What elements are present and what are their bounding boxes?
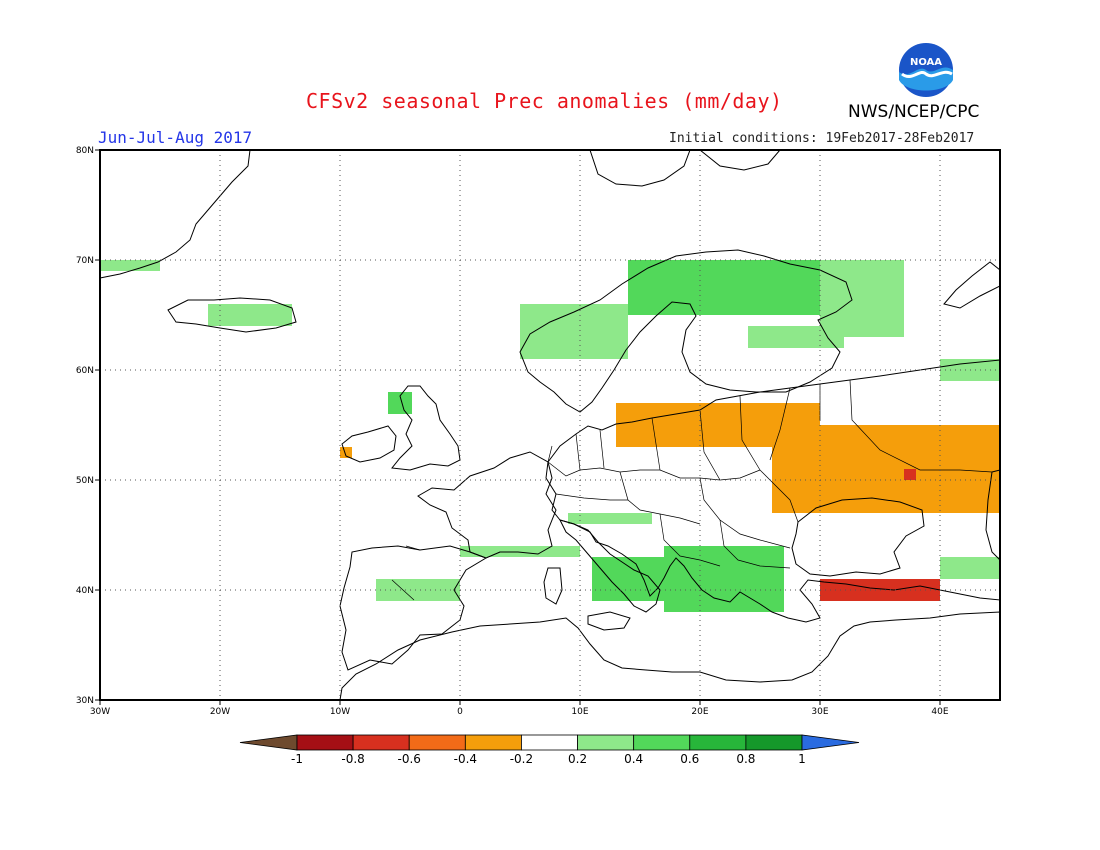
lon-label: 30E — [811, 707, 828, 717]
colorbar-label: -0.4 — [454, 752, 477, 766]
coast-iceland — [167, 297, 297, 333]
coast-svalbard — [589, 149, 691, 187]
anomaly-alps — [568, 513, 652, 524]
coast-france — [417, 451, 557, 559]
anomaly-caucasus — [940, 557, 1000, 579]
lat-label: 50N — [76, 476, 94, 486]
lat-label: 30N — [76, 696, 94, 706]
coast-sardinia — [543, 567, 563, 605]
colorbar-label: 1 — [798, 752, 806, 766]
anomaly-italy — [592, 557, 664, 601]
lon-label: 30W — [90, 707, 110, 717]
coast-black-sea — [791, 497, 925, 577]
anomaly-pyrenees-gulf-lion — [460, 546, 580, 557]
anomaly-north-svalbard-west — [100, 260, 160, 271]
lat-label: 80N — [76, 146, 94, 156]
chart-title: CFSv2 seasonal Prec anomalies (mm/day) — [306, 89, 783, 113]
anomaly-kola — [820, 260, 904, 337]
colorbar-segment — [521, 734, 578, 751]
colorbar: -1 -0.8 -0.6 -0.4 -0.2 0.2 0.4 0.6 0.8 1 — [239, 734, 860, 766]
colorbar-segment — [296, 734, 354, 751]
lat-label: 40N — [76, 586, 94, 596]
colorbar-high-arrow — [801, 734, 860, 751]
lon-label: 10E — [571, 707, 588, 717]
logo-text: NOAA — [910, 57, 942, 68]
anomaly-ukraine-russia — [772, 425, 1000, 513]
anomaly-balkans — [664, 546, 784, 612]
forecast-period: Jun-Jul-Aug 2017 — [98, 128, 253, 147]
longitude-labels: 30W 20W 10W 0 10E 20E 30E 40E — [90, 707, 949, 717]
coast-sicily — [587, 611, 631, 631]
anomaly-ukraine-hotspot — [904, 469, 916, 480]
anomaly-scotland — [388, 392, 412, 414]
coast-scandinavia — [519, 249, 853, 413]
colorbar-label: 0.6 — [680, 752, 699, 766]
latitude-labels: 30N 40N 50N 60N 70N 80N — [76, 146, 94, 706]
coast-ireland — [341, 425, 397, 463]
anomaly-iceland — [208, 304, 292, 326]
anomaly-norway-coast — [520, 304, 628, 359]
colorbar-segment — [464, 734, 522, 751]
colorbar-segment — [408, 734, 466, 751]
colorbar-label: -1 — [291, 752, 303, 766]
anomaly-layer — [100, 260, 1000, 612]
coast-central-europe — [545, 359, 1001, 623]
anomaly-scandinavia-north — [628, 260, 844, 315]
borders — [391, 379, 993, 601]
initial-conditions: Initial conditions: 19Feb2017-28Feb2017 — [669, 131, 975, 146]
lon-label: 20E — [691, 707, 708, 717]
lon-label: 20W — [210, 707, 230, 717]
coast-italy — [559, 519, 661, 613]
coast-franz-josef — [698, 149, 782, 171]
colorbar-label: 0.4 — [624, 752, 643, 766]
colorbar-segment — [577, 734, 635, 751]
anomaly-ireland-west — [340, 447, 352, 458]
colorbar-segment — [689, 734, 747, 751]
colorbar-label: 0.2 — [568, 752, 587, 766]
lat-label: 70N — [76, 256, 94, 266]
colorbar-segment — [745, 734, 803, 751]
colorbar-segment — [352, 734, 410, 751]
coast-iberia — [339, 545, 488, 671]
coast-north-africa — [339, 611, 1001, 701]
lon-label: 10W — [330, 707, 350, 717]
anomaly-spain-central — [376, 579, 460, 601]
colorbar-label: -0.2 — [510, 752, 533, 766]
colorbar-label: 0.8 — [736, 752, 755, 766]
colorbar-low-arrow — [239, 734, 298, 751]
map-frame — [99, 149, 1001, 701]
noaa-logo-icon: NOAA — [897, 41, 955, 99]
organization-label: NWS/NCEP/CPC — [848, 102, 980, 122]
colorbar-label: -0.6 — [398, 752, 421, 766]
coast-greenland — [99, 149, 251, 279]
lat-label: 60N — [76, 366, 94, 376]
coast-novaya-zemlya — [943, 261, 1001, 309]
colorbar-segment — [633, 734, 691, 751]
colorbar-label: -0.8 — [341, 752, 364, 766]
graticule — [95, 149, 1000, 705]
lon-label: 40E — [931, 707, 948, 717]
lon-label: 0 — [457, 707, 463, 717]
